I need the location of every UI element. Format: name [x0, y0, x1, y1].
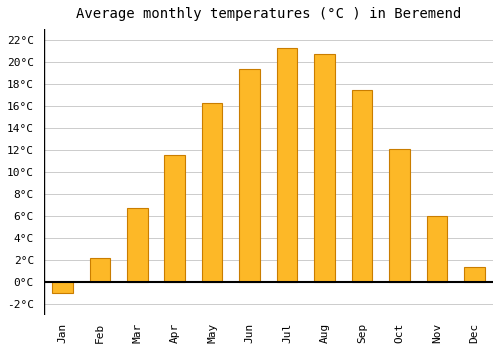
- Bar: [389, 149, 409, 282]
- Bar: [240, 69, 260, 282]
- Bar: [314, 54, 335, 282]
- Title: Average monthly temperatures (°C ) in Beremend: Average monthly temperatures (°C ) in Be…: [76, 7, 461, 21]
- Bar: [202, 103, 222, 282]
- Bar: [277, 48, 297, 282]
- Bar: [164, 154, 185, 282]
- Bar: [90, 258, 110, 282]
- Bar: [464, 267, 484, 282]
- Bar: [426, 216, 447, 282]
- Bar: [127, 209, 148, 282]
- Bar: [352, 90, 372, 282]
- Bar: [52, 282, 72, 293]
